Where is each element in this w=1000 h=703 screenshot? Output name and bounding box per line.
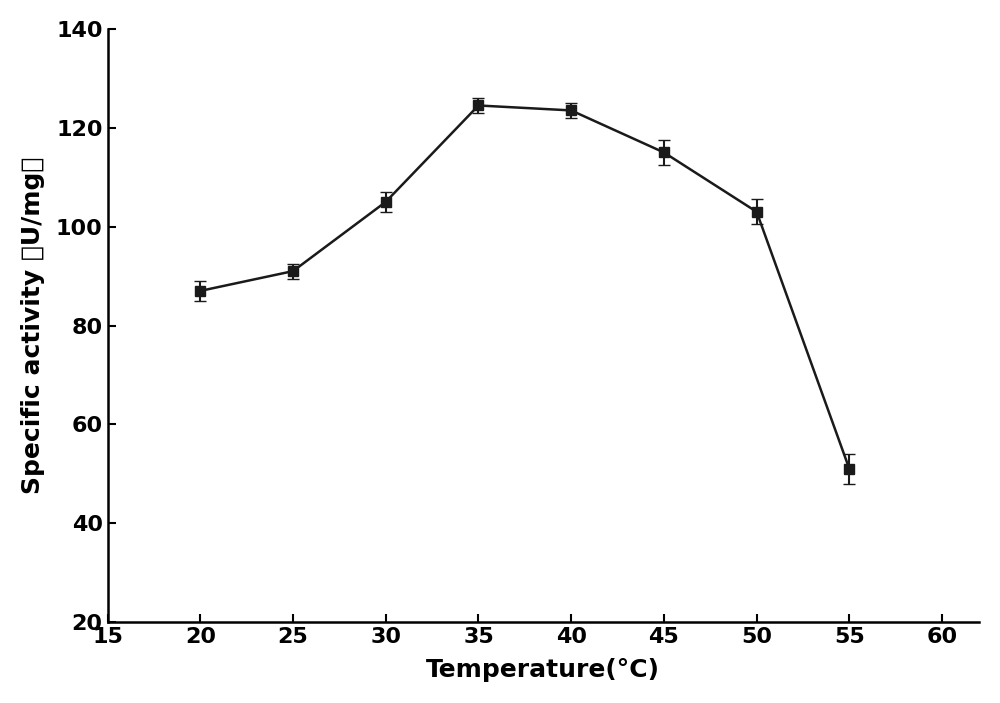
Y-axis label: Specific activity （U/mg）: Specific activity （U/mg） <box>21 157 45 494</box>
X-axis label: Temperature(°C): Temperature(°C) <box>426 658 660 682</box>
